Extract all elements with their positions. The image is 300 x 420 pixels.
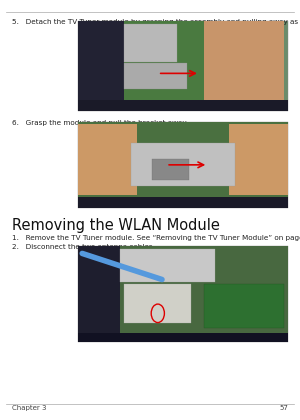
Bar (124, 24, 177, 62)
Bar (78, 21, 124, 111)
Bar (78, 122, 288, 208)
Bar (78, 246, 288, 342)
Bar (78, 246, 288, 342)
Bar (204, 21, 284, 111)
Bar (130, 143, 236, 186)
Bar (152, 159, 189, 180)
Bar (120, 249, 214, 282)
Bar (78, 333, 288, 342)
Bar (204, 284, 284, 328)
Text: Chapter 3: Chapter 3 (12, 405, 46, 411)
Bar (78, 100, 288, 111)
Bar (124, 284, 191, 323)
Bar (78, 246, 120, 342)
Text: 57: 57 (279, 405, 288, 411)
Text: 6.   Grasp the module and pull the bracket away.: 6. Grasp the module and pull the bracket… (12, 120, 188, 126)
Text: 5.   Detach the TV Tuner module by grasping the assembly and pulling away as sho: 5. Detach the TV Tuner module by graspin… (12, 19, 300, 25)
Text: 1.   Remove the TV Tuner module. See “Removing the TV Tuner Module” on page 56.: 1. Remove the TV Tuner module. See “Remo… (12, 235, 300, 241)
Text: Removing the WLAN Module: Removing the WLAN Module (12, 218, 220, 234)
Bar (78, 21, 288, 111)
Bar (78, 197, 288, 208)
Bar (124, 63, 187, 89)
Bar (78, 122, 288, 208)
Bar (78, 124, 137, 195)
Bar (229, 124, 288, 195)
Bar (124, 21, 219, 111)
Text: 2.   Disconnect the two antenna cables.: 2. Disconnect the two antenna cables. (12, 244, 155, 249)
